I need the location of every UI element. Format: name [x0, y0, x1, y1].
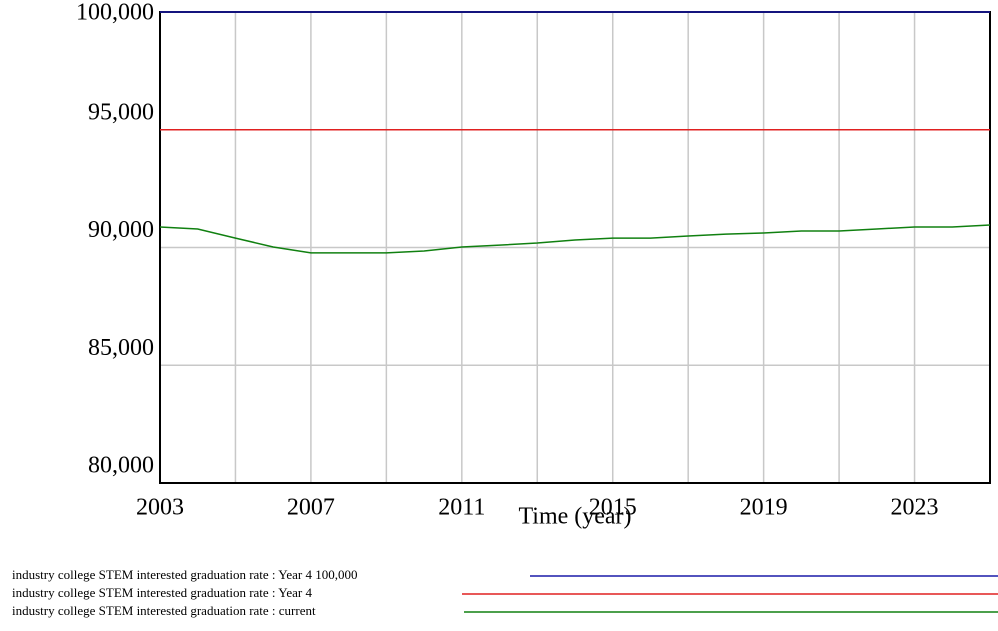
legend-label: industry college STEM interested graduat… [12, 603, 316, 618]
series-line [159, 224, 991, 254]
legend-label: industry college STEM interested graduat… [12, 585, 313, 600]
y-tick-label: 90,000 [88, 217, 154, 243]
y-tick-label: 100,000 [76, 0, 154, 26]
legend-label: industry college STEM interested graduat… [12, 567, 358, 582]
y-tick-label: 80,000 [88, 453, 154, 479]
x-axis-title: Time (year) [518, 504, 631, 530]
x-tick-label: 2011 [438, 495, 485, 521]
x-tick-label: 2003 [136, 495, 184, 521]
y-tick-label: 85,000 [88, 335, 154, 361]
x-tick-label: 2023 [891, 495, 939, 521]
x-tick-label: 2015 [589, 495, 637, 521]
y-tick-label: 95,000 [88, 99, 154, 125]
x-tick-label: 2007 [287, 495, 335, 521]
x-tick-label: 2019 [740, 495, 788, 521]
